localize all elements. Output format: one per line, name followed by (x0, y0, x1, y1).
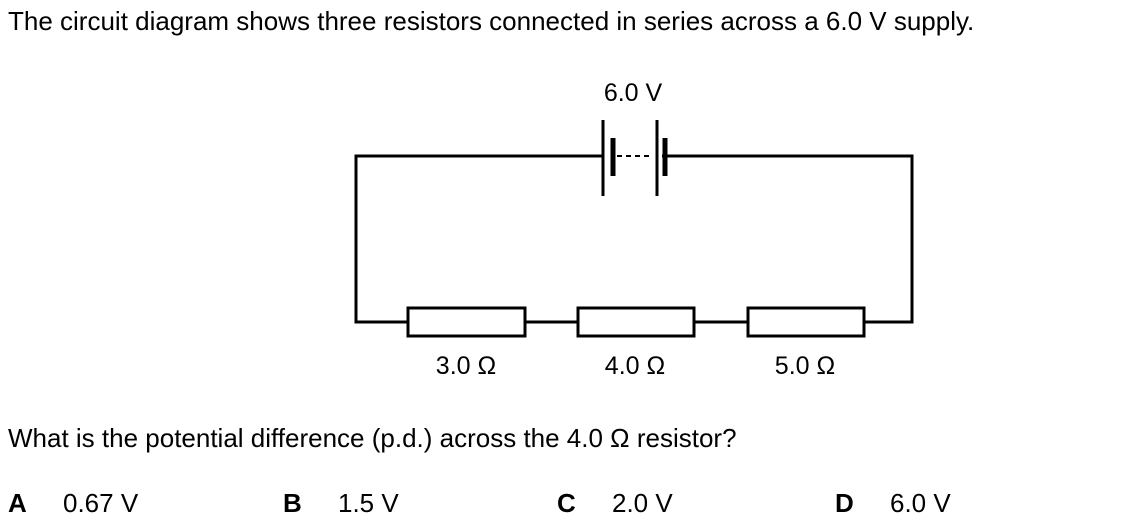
option-letter: B (283, 488, 302, 518)
resistor-1 (406, 306, 527, 338)
option-b[interactable]: B 1.5 V (283, 488, 399, 519)
option-value: 6.0 V (890, 488, 951, 518)
supply-label: 6.0 V (604, 79, 663, 107)
resistor-3-label: 5.0 Ω (775, 352, 835, 380)
resistor-2-label: 4.0 Ω (605, 352, 665, 380)
resistor-2 (576, 306, 696, 338)
option-value: 1.5 V (338, 488, 399, 518)
option-value: 0.67 V (63, 488, 139, 518)
battery-symbol (601, 120, 668, 196)
circuit-diagram: 6.0 V 3.0 Ω 4.0 Ω 5.0 Ω (354, 79, 914, 380)
option-a[interactable]: A 0.67 V (8, 488, 138, 519)
option-letter: C (557, 488, 576, 518)
resistor-1-label: 3.0 Ω (436, 352, 496, 380)
resistor-3 (746, 306, 866, 338)
option-c[interactable]: C 2.0 V (557, 488, 673, 519)
option-d[interactable]: D 6.0 V (835, 488, 951, 519)
option-value: 2.0 V (612, 488, 673, 518)
question-text: What is the potential difference (p.d.) … (8, 423, 737, 453)
option-letter: D (835, 488, 854, 518)
option-letter: A (8, 488, 27, 518)
circuit-wires (354, 154, 914, 324)
intro-text: The circuit diagram shows three resistor… (8, 6, 975, 36)
